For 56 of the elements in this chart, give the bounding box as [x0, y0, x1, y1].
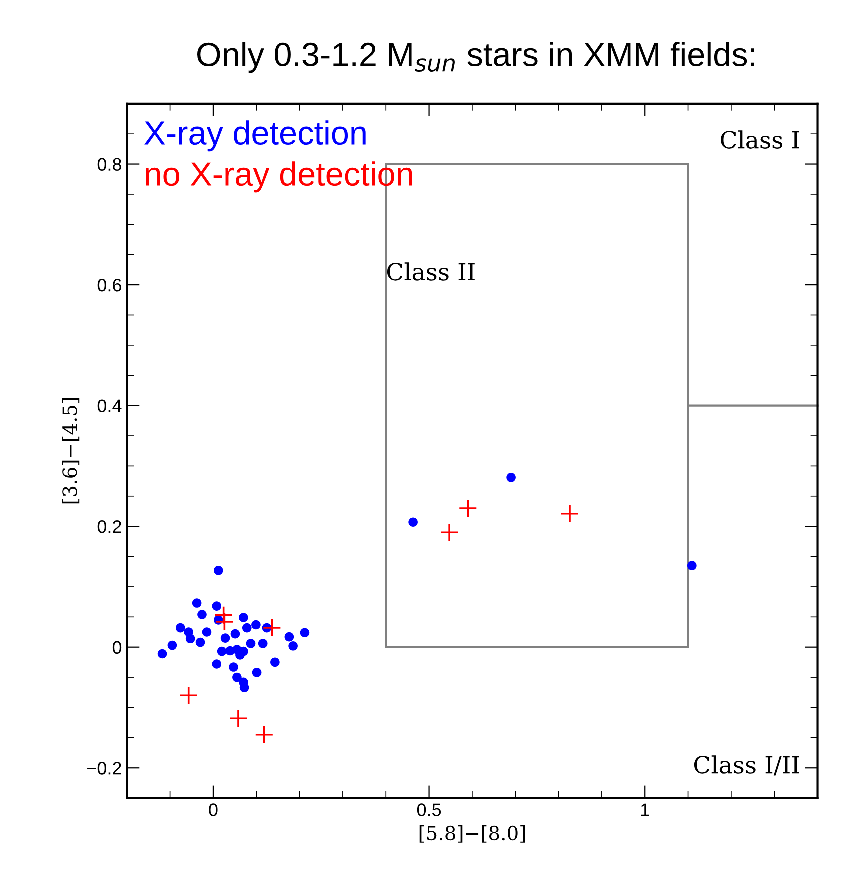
- point: [202, 628, 212, 637]
- point: [214, 566, 224, 576]
- point: [186, 634, 196, 644]
- x-tick-label: 1: [641, 804, 650, 816]
- point: [284, 632, 294, 642]
- y-tick-label: −0.2: [88, 762, 122, 775]
- point: [215, 612, 234, 632]
- point: [214, 606, 234, 625]
- point: [198, 610, 207, 620]
- point: [232, 672, 242, 682]
- point: [252, 668, 262, 678]
- text: no X-ray detection: [146, 162, 412, 193]
- point: [212, 602, 222, 611]
- point: [300, 628, 310, 638]
- point: [158, 649, 168, 659]
- y-tick-label: 0.4: [98, 400, 122, 413]
- point: [192, 598, 202, 608]
- point: [239, 613, 248, 622]
- point: [242, 623, 252, 633]
- point: [440, 523, 459, 542]
- point: [246, 639, 256, 648]
- point: [212, 660, 222, 669]
- x-axis-title: [5.8]−[8.0]: [420, 826, 526, 843]
- chart-title: Only 0.3-1.2 M$_{sun}$ stars in XMM fields:: [197, 42, 754, 74]
- annotation: Class I/II: [694, 756, 800, 776]
- annotation: Class I: [721, 130, 800, 149]
- point: [252, 620, 261, 630]
- point: [688, 561, 697, 570]
- point: [230, 629, 240, 639]
- y-tick-label: 0.8: [98, 158, 122, 171]
- point: [254, 726, 274, 744]
- point: [176, 623, 186, 633]
- point: [229, 662, 238, 672]
- point: [217, 646, 227, 656]
- y-tick-label: 0: [112, 641, 122, 654]
- y-tick-label: 0.6: [98, 278, 122, 292]
- annotation: Class II: [387, 262, 475, 281]
- text: X-ray detection: [144, 120, 366, 152]
- point: [229, 709, 248, 728]
- point: [240, 683, 250, 692]
- point: [560, 504, 580, 524]
- point: [196, 638, 206, 648]
- point: [168, 640, 178, 650]
- point: [458, 499, 478, 518]
- y-tick-label: 0.2: [98, 520, 122, 534]
- y-axis-title: [3.6]−[4.5]: [62, 398, 80, 504]
- point: [258, 639, 268, 648]
- point: [506, 473, 516, 482]
- x-tick-label: 0: [209, 804, 218, 816]
- point: [270, 658, 280, 668]
- x-tick-label: 0.5: [417, 804, 442, 816]
- point: [179, 686, 198, 706]
- point: [288, 641, 298, 651]
- point: [220, 634, 230, 643]
- point: [262, 618, 282, 638]
- point: [408, 518, 418, 528]
